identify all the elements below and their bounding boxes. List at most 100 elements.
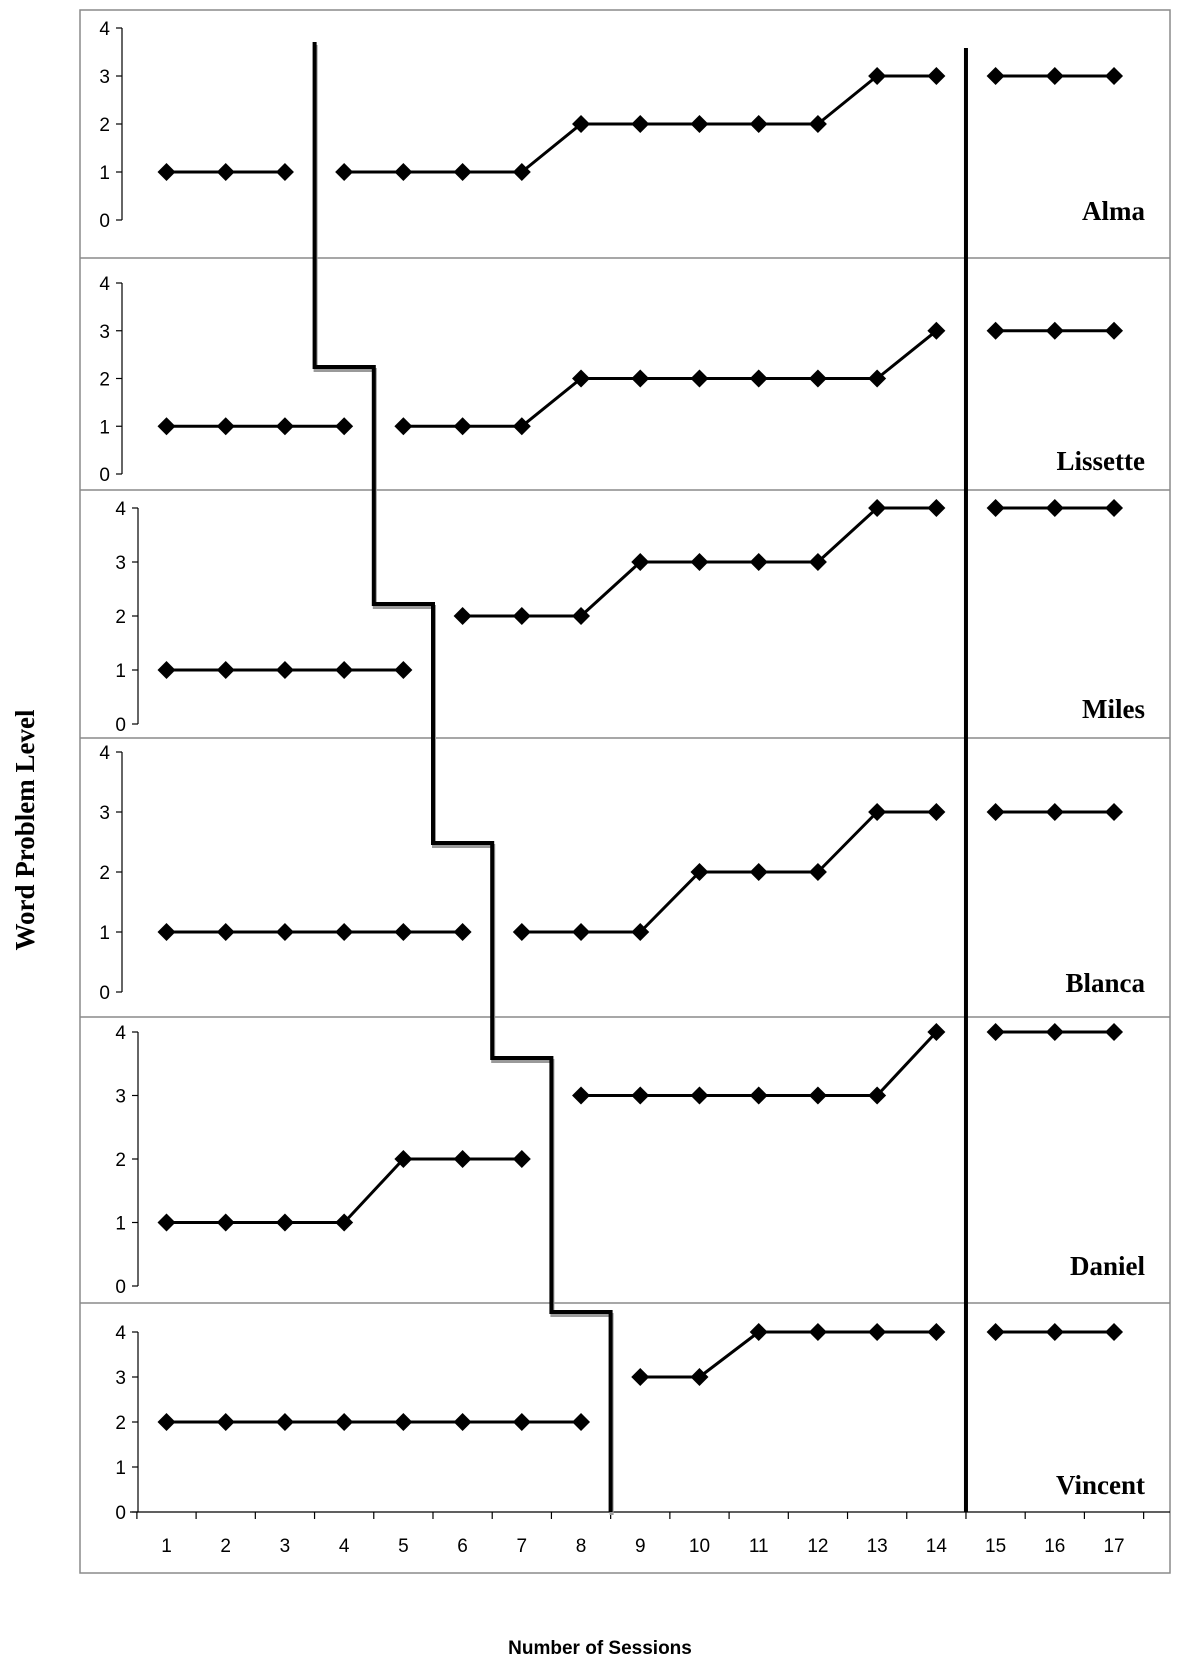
data-point xyxy=(808,553,827,571)
data-point xyxy=(749,863,768,881)
data-point xyxy=(631,923,650,941)
data-point xyxy=(275,1213,294,1232)
y-axis-label: Word Problem Level xyxy=(10,709,40,950)
y-tick-label: 2 xyxy=(115,1413,126,1434)
data-point xyxy=(1105,321,1124,340)
data-point xyxy=(572,607,591,625)
series-line xyxy=(521,810,937,934)
data-point xyxy=(394,1150,413,1168)
phase-line-shadow xyxy=(313,45,614,1515)
x-tick-label: 9 xyxy=(635,1536,646,1557)
outer-border xyxy=(79,9,1171,1574)
data-point xyxy=(868,803,887,821)
x-tick-label: 13 xyxy=(867,1536,888,1557)
data-point xyxy=(927,1323,946,1341)
data-point xyxy=(690,1368,709,1386)
data-point xyxy=(216,417,235,436)
panel-daniel: 0 1 2 3 4 Daniel xyxy=(115,1023,1145,1298)
data-point xyxy=(512,417,531,436)
y-tick-label: 3 xyxy=(99,67,110,88)
participant-name: Blanca xyxy=(1065,968,1145,998)
series-line xyxy=(403,329,938,428)
data-point xyxy=(1105,499,1124,517)
y-tick-label: 4 xyxy=(99,743,110,764)
data-point xyxy=(157,1413,176,1431)
data-point xyxy=(216,661,235,679)
y-tick-label: 2 xyxy=(99,863,110,884)
x-tick-label: 5 xyxy=(398,1536,409,1557)
data-point xyxy=(808,369,827,388)
data-point xyxy=(868,1086,887,1105)
data-point xyxy=(1105,1023,1124,1041)
data-point xyxy=(1045,1323,1064,1341)
data-point xyxy=(749,553,768,571)
data-point xyxy=(808,863,827,881)
y-tick-label: 3 xyxy=(115,553,126,574)
data-point xyxy=(157,661,176,679)
data-point xyxy=(275,1413,294,1431)
data-point xyxy=(275,417,294,436)
y-tick-label: 2 xyxy=(115,607,126,628)
data-point xyxy=(335,1213,354,1232)
participant-name: Vincent xyxy=(1056,1470,1145,1500)
data-point xyxy=(1105,67,1124,85)
participant-name: Lissette xyxy=(1057,446,1145,476)
data-point xyxy=(335,1413,354,1431)
y-tick-label: 0 xyxy=(115,1503,126,1524)
y-tick-label: 3 xyxy=(115,1087,126,1108)
data-point xyxy=(453,163,472,181)
data-point xyxy=(690,1086,709,1105)
data-point xyxy=(631,115,650,133)
data-point xyxy=(275,923,294,941)
y-tick-label: 2 xyxy=(99,115,110,136)
series-line xyxy=(640,1330,937,1379)
series-line xyxy=(166,1157,522,1224)
y-tick-label: 3 xyxy=(115,1368,126,1389)
data-point xyxy=(512,607,531,625)
data-point xyxy=(453,417,472,436)
panel-miles: 0 1 2 3 4 Miles xyxy=(115,499,1145,736)
data-point xyxy=(512,1150,531,1168)
data-point xyxy=(927,67,946,85)
data-point xyxy=(808,115,827,133)
data-point xyxy=(631,1086,650,1105)
y-tick-label: 0 xyxy=(115,715,126,736)
data-point xyxy=(572,1413,591,1431)
x-axis-label: Number of Sessions xyxy=(508,1638,692,1659)
data-point xyxy=(690,553,709,571)
data-point xyxy=(631,1368,650,1386)
data-point xyxy=(572,369,591,388)
data-point xyxy=(335,661,354,679)
data-point xyxy=(868,369,887,388)
panel-blanca: 0 1 2 3 4 Blanca xyxy=(99,743,1145,1004)
data-point xyxy=(335,923,354,941)
data-point xyxy=(1105,803,1124,821)
data-point xyxy=(216,1413,235,1431)
data-point xyxy=(868,499,887,517)
data-point xyxy=(157,923,176,941)
data-point xyxy=(216,163,235,181)
y-tick-label: 4 xyxy=(99,19,110,40)
y-tick-label: 4 xyxy=(99,274,110,295)
phase-change-lines xyxy=(312,42,968,1515)
data-point xyxy=(512,163,531,181)
data-point xyxy=(453,1413,472,1431)
data-point xyxy=(927,803,946,821)
data-point xyxy=(1045,1023,1064,1041)
y-tick-label: 1 xyxy=(99,417,110,438)
y-tick-label: 2 xyxy=(99,370,110,391)
data-point xyxy=(690,115,709,133)
data-point xyxy=(157,1213,176,1232)
x-tick-label: 10 xyxy=(689,1536,710,1557)
x-tick-label: 7 xyxy=(517,1536,528,1557)
participant-name: Alma xyxy=(1082,196,1145,226)
x-tick-label: 12 xyxy=(807,1536,828,1557)
data-point xyxy=(275,661,294,679)
data-point xyxy=(631,369,650,388)
y-tick-label: 1 xyxy=(99,923,110,944)
x-tick-label: 14 xyxy=(926,1536,948,1557)
data-point xyxy=(986,803,1005,821)
y-tick-label: 0 xyxy=(99,465,110,486)
